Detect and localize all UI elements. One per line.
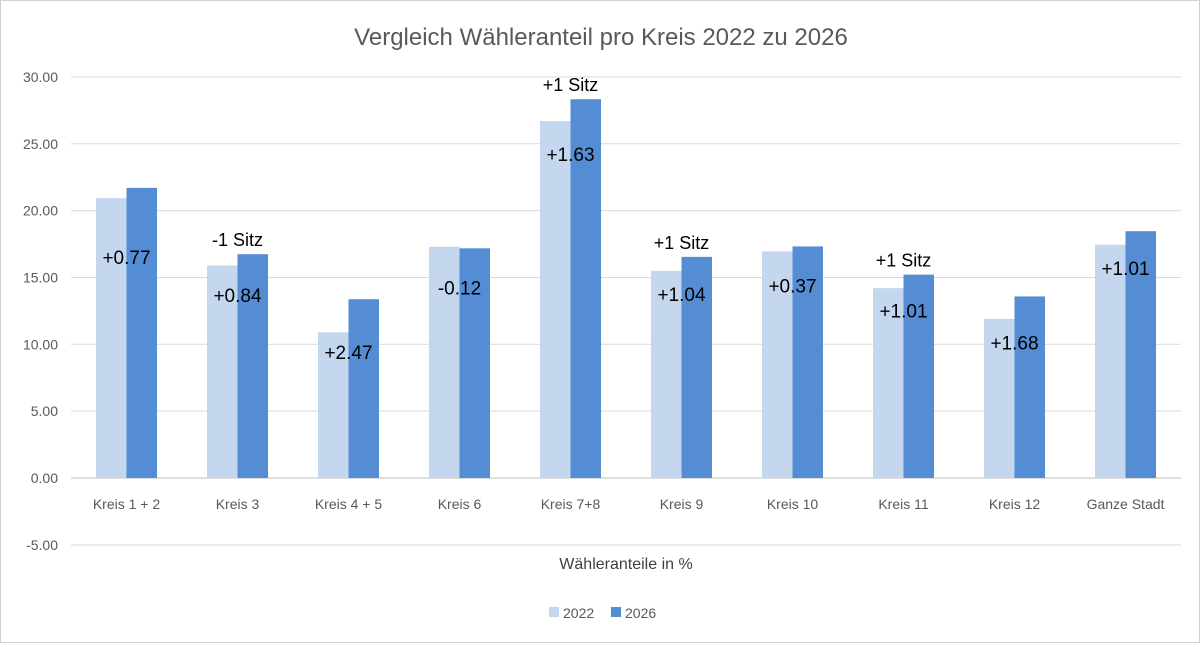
delta-label: +1.01 <box>879 302 927 323</box>
y-tick-label: -5.00 <box>26 537 58 553</box>
legend-label: 2026 <box>625 605 656 621</box>
bar-2026 <box>1014 296 1045 478</box>
delta-label: +1.68 <box>990 333 1038 354</box>
chart-title: Vergleich Wähleranteil pro Kreis 2022 zu… <box>354 24 848 51</box>
bar-2022 <box>429 246 460 478</box>
bar-2022 <box>1095 244 1126 478</box>
bar-2022 <box>318 332 349 478</box>
y-tick-label: 15.00 <box>23 269 58 285</box>
bar-2026 <box>459 248 490 478</box>
bar-2022 <box>873 288 904 478</box>
y-tick-label: 10.00 <box>23 336 58 352</box>
delta-label: +2.47 <box>324 343 372 364</box>
y-tick-label: 5.00 <box>31 403 58 419</box>
legend-swatch-2022 <box>549 607 559 617</box>
bar-2022 <box>651 270 682 478</box>
bar-2022 <box>762 251 793 478</box>
x-tick-label: Kreis 10 <box>767 496 819 512</box>
bar-2022 <box>984 318 1015 478</box>
bar-2022 <box>540 121 571 479</box>
legend-swatch-2026 <box>611 607 621 617</box>
delta-label: +1.63 <box>546 145 594 166</box>
legend-label: 2022 <box>563 605 594 621</box>
bar-2022 <box>96 198 127 478</box>
delta-label: +1.04 <box>657 285 706 306</box>
bar-2026 <box>1125 231 1156 478</box>
bar-2022 <box>207 265 238 478</box>
bar-2026 <box>903 274 934 478</box>
delta-label: +0.37 <box>768 276 816 297</box>
delta-label: +0.84 <box>213 286 262 307</box>
seat-change-label: +1 Sitz <box>543 75 599 95</box>
x-tick-label: Kreis 12 <box>989 496 1041 512</box>
y-tick-label: 20.00 <box>23 203 58 219</box>
x-tick-label: Kreis 7+8 <box>541 496 601 512</box>
bar-2026 <box>126 187 157 478</box>
x-tick-label: Kreis 1 + 2 <box>93 496 161 512</box>
delta-label: -0.12 <box>438 278 481 299</box>
delta-label: +0.77 <box>102 248 150 269</box>
bar-2026 <box>792 246 823 478</box>
x-tick-label: Kreis 6 <box>438 496 482 512</box>
x-axis-label: Wähleranteile in % <box>559 556 692 573</box>
seat-change-label: +1 Sitz <box>876 251 932 271</box>
y-tick-label: 30.00 <box>23 69 58 85</box>
y-tick-label: 0.00 <box>31 470 58 486</box>
bar-2026 <box>570 99 601 478</box>
bar-2026 <box>681 256 712 478</box>
x-tick-label: Ganze Stadt <box>1087 496 1165 512</box>
x-tick-label: Kreis 9 <box>660 496 704 512</box>
seat-change-label: +1 Sitz <box>654 233 710 253</box>
bar-2026 <box>348 299 379 478</box>
seat-change-label: -1 Sitz <box>212 230 263 250</box>
delta-label: +1.01 <box>1101 259 1149 280</box>
x-tick-label: Kreis 4 + 5 <box>315 496 383 512</box>
y-tick-label: 25.00 <box>23 136 58 152</box>
x-tick-label: Kreis 3 <box>216 496 260 512</box>
x-tick-label: Kreis 11 <box>878 496 929 512</box>
bar-2026 <box>237 254 268 478</box>
